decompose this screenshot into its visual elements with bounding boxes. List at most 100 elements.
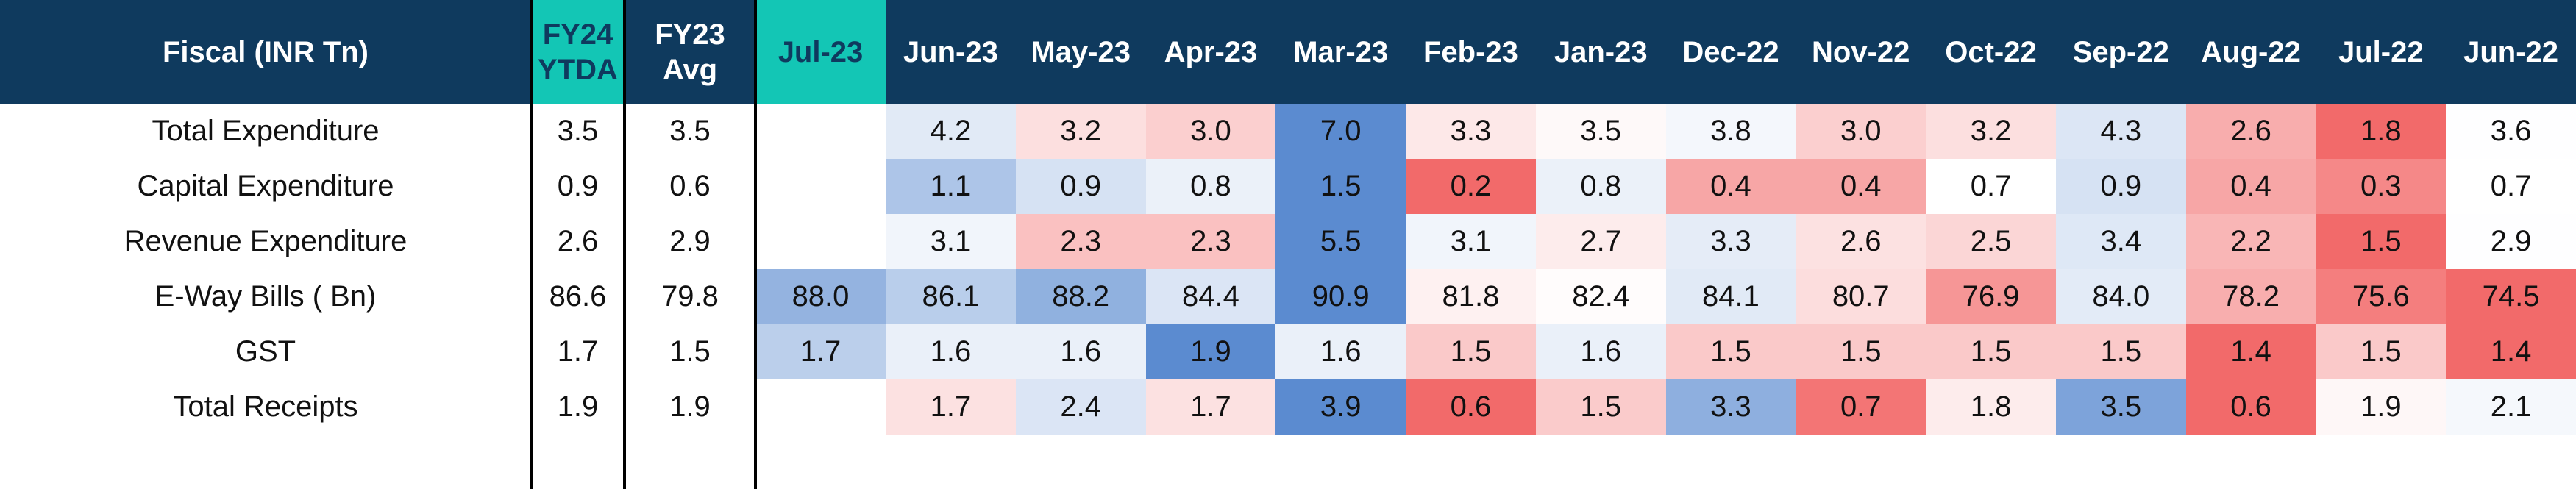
value-cell: 3.3 [1665, 379, 1796, 435]
value-cell: 86.1 [886, 269, 1016, 324]
value-cell: 3.5 [669, 115, 711, 147]
value-cell: 3.1 [1406, 214, 1536, 269]
value-cell: 88.2 [1015, 269, 1146, 324]
divider [623, 0, 626, 489]
data-row: Total Receipts 1.9 1.9 1.7 2.4 1.7 3.9 0.6 1.5 3.… [0, 379, 2576, 435]
value-cell: 3.5 [557, 115, 599, 147]
value-cell: 2.7 [1535, 214, 1666, 269]
column-header: FY23 Avg [625, 0, 755, 104]
value-cell: 2.1 [2446, 379, 2576, 435]
value-cell: 3.1 [886, 214, 1016, 269]
row-label: E-Way Bills ( Bn) [154, 280, 377, 313]
empty-cell [755, 379, 886, 435]
value-cell: 82.4 [1535, 269, 1666, 324]
column-header: Oct-22 [1926, 0, 2056, 104]
value-cell: 0.7 [2446, 159, 2576, 214]
empty-cell [755, 159, 886, 214]
value-cell: 1.5 [2316, 214, 2447, 269]
value-cell: 1.8 [1926, 379, 2056, 435]
value-cell: 76.9 [1926, 269, 2056, 324]
value-cell: 81.8 [1406, 269, 1536, 324]
column-header: Feb-23 [1406, 0, 1536, 104]
value-cell: 1.5 [1406, 324, 1536, 379]
value-cell: 75.6 [2316, 269, 2447, 324]
value-cell: 84.0 [2055, 269, 2186, 324]
value-cell: 1.6 [1015, 324, 1146, 379]
value-cell: 0.4 [1796, 159, 1926, 214]
row-label: Total Expenditure [152, 115, 380, 147]
value-cell: 88.0 [755, 269, 886, 324]
value-cell: 2.9 [669, 225, 711, 257]
value-cell: 0.4 [1665, 159, 1796, 214]
value-cell: 1.7 [755, 324, 886, 379]
column-header: Apr-23 [1145, 0, 1276, 104]
value-cell: 1.4 [2185, 324, 2316, 379]
header-row: Fiscal (INR Tn) FY24 YTDA FY23 Avg Jul-23 Ju… [0, 0, 2576, 104]
value-cell: 0.4 [2185, 159, 2316, 214]
value-cell: 1.7 [557, 335, 599, 368]
empty-cell [755, 214, 886, 269]
value-cell: 1.5 [1926, 324, 2056, 379]
value-cell: 0.6 [2185, 379, 2316, 435]
value-cell: 0.6 [669, 170, 711, 202]
value-cell: 1.9 [557, 390, 599, 423]
value-cell: 3.0 [1145, 104, 1276, 159]
data-row: Revenue Expenditure 2.6 2.9 3.1 2.3 2.3 5.5 3.1… [0, 214, 2576, 269]
value-cell: 1.5 [1535, 379, 1666, 435]
divider [754, 0, 757, 489]
value-cell: 0.7 [1796, 379, 1926, 435]
column-header: Mar-23 [1275, 0, 1406, 104]
value-cell: 1.6 [886, 324, 1016, 379]
value-cell: 2.2 [2185, 214, 2316, 269]
value-cell: 1.5 [2055, 324, 2186, 379]
column-header: Dec-22 [1665, 0, 1796, 104]
value-cell: 2.3 [1015, 214, 1146, 269]
column-header: May-23 [1015, 0, 1146, 104]
divider [530, 0, 533, 489]
column-header: Jun-23 [886, 0, 1016, 104]
value-cell: 2.9 [2446, 214, 2576, 269]
value-cell: 4.2 [886, 104, 1016, 159]
column-header: Jul-22 [2316, 0, 2447, 104]
value-cell: 4.3 [2055, 104, 2186, 159]
column-header: Sep-22 [2055, 0, 2186, 104]
value-cell: 3.3 [1665, 214, 1796, 269]
row-label: Capital Expenditure [137, 170, 394, 202]
value-cell: 1.7 [886, 379, 1016, 435]
value-cell: 74.5 [2446, 269, 2576, 324]
data-row: E-Way Bills ( Bn) 86.6 79.8 88.0 86.1 88.2 84.… [0, 269, 2576, 324]
data-row: GST 1.7 1.5 1.7 1.6 1.6 1.9 1.6 1.5 1.6 1.5 1.5 1.5 1… [0, 324, 2576, 379]
value-cell: 84.4 [1145, 269, 1276, 324]
value-cell: 2.3 [1145, 214, 1276, 269]
value-cell: 1.8 [2316, 104, 2447, 159]
value-cell: 0.8 [1535, 159, 1666, 214]
value-cell: 1.5 [1275, 159, 1406, 214]
value-cell: 1.5 [2316, 324, 2447, 379]
value-cell: 0.9 [1015, 159, 1146, 214]
value-cell: 3.5 [2055, 379, 2186, 435]
value-cell: 3.3 [1406, 104, 1536, 159]
value-cell: 3.2 [1926, 104, 2056, 159]
value-cell: 5.5 [1275, 214, 1406, 269]
value-cell: 1.5 [1796, 324, 1926, 379]
value-cell: 3.0 [1796, 104, 1926, 159]
data-row: Total Expenditure 3.5 3.5 4.2 3.2 3.0 7.0 3.3 3.… [0, 104, 2576, 159]
value-cell: 2.5 [1926, 214, 2056, 269]
column-header: Aug-22 [2185, 0, 2316, 104]
value-cell: 2.6 [2185, 104, 2316, 159]
value-cell: 0.3 [2316, 159, 2447, 214]
value-cell: 0.9 [2055, 159, 2186, 214]
row-label: Total Receipts [173, 390, 358, 423]
column-header: Jan-23 [1535, 0, 1666, 104]
value-cell: 3.2 [1015, 104, 1146, 159]
value-cell: 3.9 [1275, 379, 1406, 435]
value-cell: 1.6 [1275, 324, 1406, 379]
value-cell: 1.9 [669, 390, 711, 423]
value-cell: 84.1 [1665, 269, 1796, 324]
value-cell: 1.1 [886, 159, 1016, 214]
value-cell: 3.6 [2446, 104, 2576, 159]
value-cell: 3.5 [1535, 104, 1666, 159]
value-cell: 7.0 [1275, 104, 1406, 159]
value-cell: 1.6 [1535, 324, 1666, 379]
